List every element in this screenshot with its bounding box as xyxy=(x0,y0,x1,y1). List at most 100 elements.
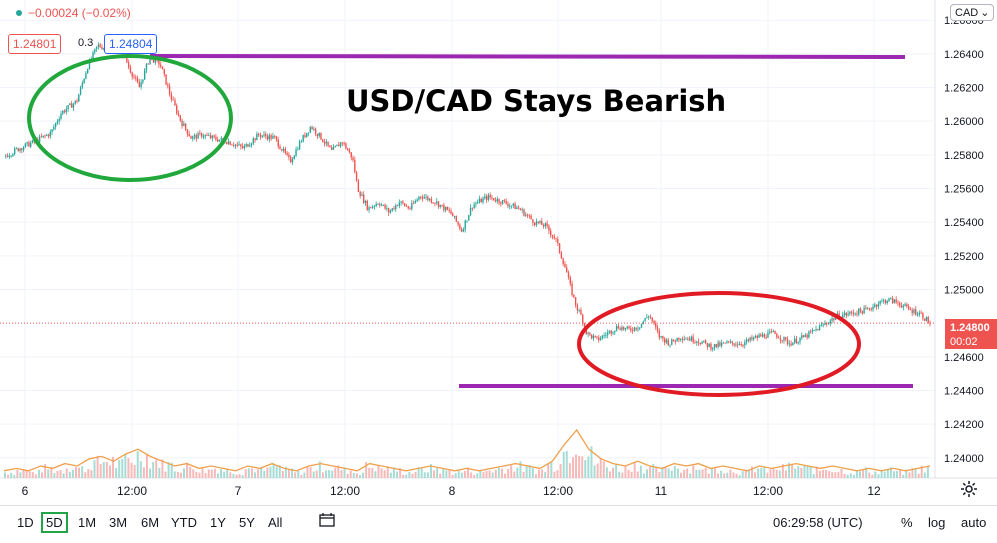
candle-body xyxy=(754,335,757,338)
volume-bar xyxy=(806,465,809,478)
candle-body xyxy=(646,317,648,319)
volume-bar xyxy=(112,456,115,478)
candle-body xyxy=(635,327,637,330)
candle-body xyxy=(519,208,522,211)
volume-bar xyxy=(760,467,763,478)
candle-body xyxy=(476,202,479,204)
volume-bar xyxy=(655,467,658,478)
candle-body xyxy=(28,142,30,147)
candle-body xyxy=(614,330,616,333)
candle-body xyxy=(923,318,926,321)
volume-bar xyxy=(636,471,639,478)
date-range-icon[interactable] xyxy=(319,513,335,530)
volume-bar xyxy=(763,466,766,478)
volume-bar xyxy=(334,467,337,478)
timeframe-3m-button[interactable]: 3M xyxy=(109,515,128,530)
volume-bar xyxy=(13,474,16,478)
candle-body xyxy=(268,135,271,140)
volume-bar xyxy=(868,472,871,478)
utc-clock[interactable]: 06:29:58 (UTC) xyxy=(773,515,863,530)
candle-body xyxy=(211,135,214,139)
ask-price-button[interactable]: 1.24804 xyxy=(104,34,158,54)
timeframe-1m-button[interactable]: 1M xyxy=(78,515,97,530)
gear-icon[interactable] xyxy=(960,480,978,498)
volume-bar xyxy=(926,465,929,478)
candle-body xyxy=(612,332,614,334)
candle-body xyxy=(824,323,826,325)
candle-body xyxy=(437,201,440,207)
volume-bar xyxy=(504,473,507,478)
timeframe-1d-button[interactable]: 1D xyxy=(17,515,34,530)
candle-body xyxy=(334,146,336,148)
volume-bar xyxy=(108,465,111,478)
volume-bar xyxy=(590,446,593,478)
candle-body xyxy=(174,100,176,106)
log-scale-toggle[interactable]: log xyxy=(928,515,946,530)
volume-bar xyxy=(318,461,321,478)
candle-body xyxy=(884,300,887,304)
volume-bar xyxy=(646,469,649,478)
candle-body xyxy=(815,328,817,331)
timeframe-6m-button[interactable]: 6M xyxy=(141,515,160,530)
candle-body xyxy=(462,229,465,232)
candle-body xyxy=(590,334,593,339)
currency-dropdown[interactable]: CAD ⌄ xyxy=(950,4,995,21)
candle-body xyxy=(760,334,762,337)
candle-body xyxy=(391,208,393,211)
candle-body xyxy=(273,136,276,137)
candle-body xyxy=(630,328,632,331)
candle-body xyxy=(769,331,771,333)
volume-bar xyxy=(102,462,105,478)
auto-scale-toggle[interactable]: auto xyxy=(961,515,987,530)
timeframe-1y-button[interactable]: 1Y xyxy=(210,515,226,530)
volume-bar xyxy=(735,473,738,478)
candle-body xyxy=(396,205,399,207)
candle-body xyxy=(854,313,856,315)
candle-body xyxy=(448,209,450,211)
candle-body xyxy=(76,100,78,102)
candle-body xyxy=(311,127,313,130)
chevron-down-icon: ⌄ xyxy=(980,7,990,19)
timeframe-5y-button[interactable]: 5Y xyxy=(239,515,255,530)
candle-body xyxy=(386,208,388,209)
candle-body xyxy=(468,215,470,221)
bid-price-button[interactable]: 1.24801 xyxy=(8,34,62,54)
candle-body xyxy=(416,199,418,201)
volume-bar xyxy=(766,472,769,478)
timeframe-all-button[interactable]: All xyxy=(268,515,283,530)
candle-body xyxy=(763,334,766,338)
volume-bar xyxy=(639,465,642,478)
candle-body xyxy=(184,123,187,130)
top-highlight-circle[interactable] xyxy=(27,54,233,182)
candle-body xyxy=(241,146,244,149)
volume-bar xyxy=(562,451,565,478)
candle-body xyxy=(389,210,392,213)
candle-body xyxy=(644,318,646,322)
price-axis-label: 1.26400 xyxy=(944,49,984,61)
timeframe-5d-button[interactable]: 5D xyxy=(41,512,68,533)
candle-body xyxy=(656,327,659,331)
candle-body xyxy=(304,135,306,137)
timeframe-ytd-button[interactable]: YTD xyxy=(171,515,197,530)
candle-body xyxy=(145,63,148,71)
bottom-highlight-circle[interactable] xyxy=(577,291,861,397)
candle-body xyxy=(788,343,791,345)
candle-body xyxy=(341,142,344,144)
volume-bar xyxy=(229,472,232,478)
percent-scale-toggle[interactable]: % xyxy=(901,515,913,530)
candle-body xyxy=(658,330,661,338)
candle-body xyxy=(453,215,456,217)
volume-bar xyxy=(593,465,596,478)
candle-body xyxy=(498,199,500,203)
volume-bar xyxy=(892,471,895,478)
candle-body xyxy=(706,342,709,347)
candle-body xyxy=(642,321,644,324)
candle-body xyxy=(62,110,64,114)
volume-bar xyxy=(658,472,661,478)
resistance-line[interactable] xyxy=(149,54,906,59)
volume-bar xyxy=(220,469,223,478)
volume-bar xyxy=(624,466,627,478)
candle-body xyxy=(756,335,758,338)
